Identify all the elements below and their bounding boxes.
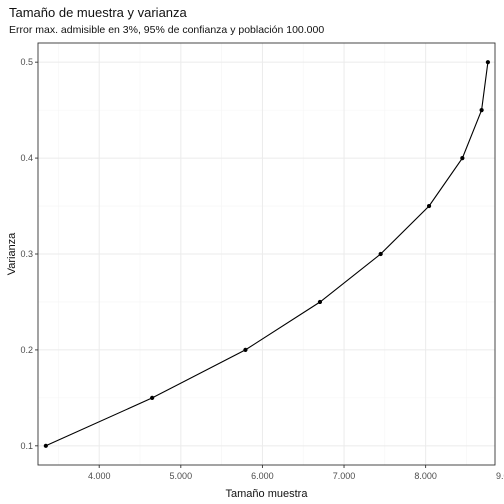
x-tick-label: 8.000 — [414, 471, 437, 481]
x-axis: 4.000 5.000 6.000 7.000 8.000 9.000 — [88, 465, 504, 481]
y-tick-label: 0.1 — [20, 441, 33, 451]
data-point — [485, 60, 491, 65]
y-axis-title: Varianza — [6, 232, 18, 275]
data-point — [317, 299, 323, 305]
data-point — [243, 347, 248, 353]
data-point — [426, 203, 432, 209]
data-point — [460, 155, 465, 161]
y-tick-label: 0.5 — [20, 57, 33, 67]
grid-lines — [38, 43, 495, 465]
y-tick-label: 0.4 — [20, 153, 33, 163]
x-tick-label: 7.000 — [333, 471, 356, 481]
data-point — [150, 395, 155, 400]
x-tick-label: 6.000 — [251, 471, 274, 481]
y-tick-label: 0.3 — [20, 249, 33, 259]
y-tick-label: 0.2 — [20, 345, 33, 355]
x-tick-label: 4.000 — [88, 471, 111, 481]
chart-title: Tamaño de muestra y varianza — [9, 5, 187, 20]
data-point — [378, 251, 383, 257]
chart-subtitle: Error max. admisible en 3%, 95% de confi… — [9, 24, 325, 36]
data-point — [479, 108, 484, 113]
data-points — [43, 60, 491, 448]
x-axis-title: Tamaño muestra — [226, 488, 309, 500]
x-tick-label: 9.000 — [496, 471, 504, 481]
y-axis: 0.1 0.2 0.3 0.4 0.5 — [20, 57, 38, 451]
data-point — [43, 443, 48, 448]
x-tick-label: 5.000 — [170, 471, 193, 481]
